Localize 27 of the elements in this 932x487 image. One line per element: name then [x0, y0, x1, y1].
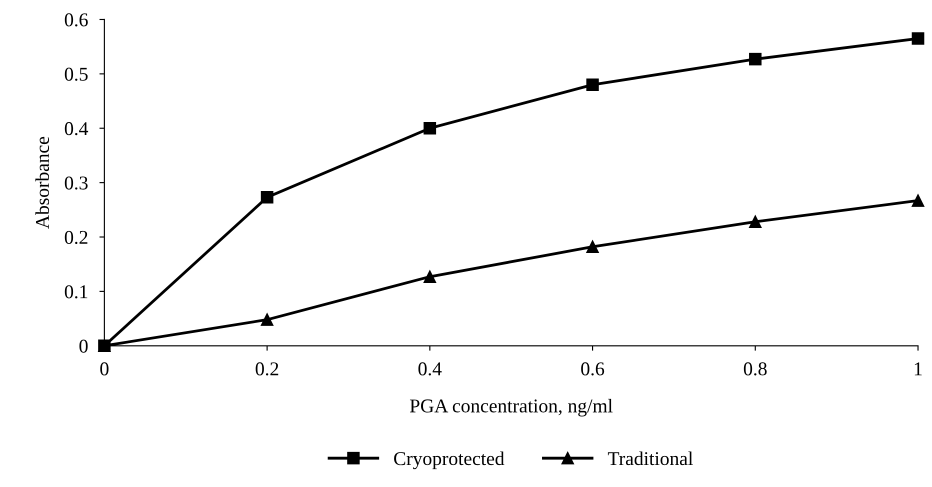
- point: [749, 216, 762, 228]
- x-tick-label: 0.8: [744, 362, 767, 376]
- point: [912, 32, 924, 45]
- x-axis-title: PGA concentration, ng/ml: [410, 398, 613, 417]
- y-tick-label: 0.4: [64, 122, 88, 136]
- point: [424, 122, 436, 134]
- y-tick-label: 0.1: [64, 285, 88, 298]
- point: [912, 194, 924, 207]
- x-tick-label: 0.6: [581, 362, 604, 376]
- legend-label: Traditional: [608, 451, 693, 466]
- y-axis-title: Absorbance: [35, 136, 50, 229]
- point: [260, 191, 274, 204]
- point: [586, 240, 599, 254]
- point: [749, 52, 762, 66]
- y-tick-label: 0.3: [64, 176, 88, 190]
- y-tick-label: 0.2: [64, 230, 88, 244]
- x-tick-label: 1: [914, 362, 922, 376]
- legend-label: Cryoprotected: [394, 451, 504, 470]
- y-tick-label: 0: [79, 340, 88, 353]
- point: [586, 78, 599, 91]
- point: [424, 270, 436, 283]
- x-tick-label: 0: [100, 362, 109, 376]
- y-tick-label: 0.6: [64, 13, 88, 27]
- x-tick-label: 0.2: [256, 362, 278, 376]
- point: [260, 313, 274, 326]
- x-tick-label: 0.4: [418, 362, 442, 376]
- y-tick-label: 0.5: [64, 68, 88, 81]
